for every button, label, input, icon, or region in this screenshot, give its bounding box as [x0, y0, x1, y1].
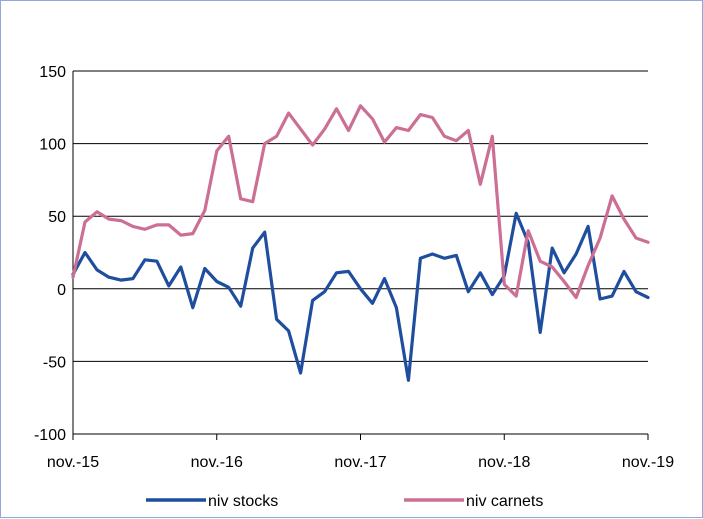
gridlines: [73, 70, 648, 362]
y-tick-label: 150: [39, 64, 66, 81]
legend-item: niv carnets: [404, 493, 543, 510]
series-line-niv-stocks: [71, 211, 650, 382]
legend-label: niv stocks: [208, 493, 278, 510]
legend: niv stocks niv carnets: [146, 493, 543, 510]
legend-label: niv carnets: [466, 493, 543, 510]
x-tick-label: nov.-18: [478, 454, 530, 471]
y-tick-label: 100: [39, 137, 66, 154]
x-tick-label: nov.-15: [47, 454, 99, 471]
x-tick-label: nov.-17: [334, 454, 386, 471]
series-lines: [71, 104, 650, 382]
y-tick-label: -100: [34, 427, 66, 444]
x-tick-label: nov.-16: [191, 454, 243, 471]
y-tick-label: 0: [57, 282, 66, 299]
y-tick-label: -50: [43, 354, 66, 371]
legend-item: niv stocks: [146, 493, 278, 510]
y-tick-label: 50: [48, 209, 66, 226]
axes: [72, 71, 649, 440]
x-tick-labels: nov.-15 nov.-16 nov.-17 nov.-18 nov.-19: [47, 454, 674, 471]
x-tick-label: nov.-19: [622, 454, 674, 471]
series-line-niv-carnets: [71, 104, 650, 300]
y-tick-labels: -100 -50 0 50 100 150: [34, 64, 66, 444]
